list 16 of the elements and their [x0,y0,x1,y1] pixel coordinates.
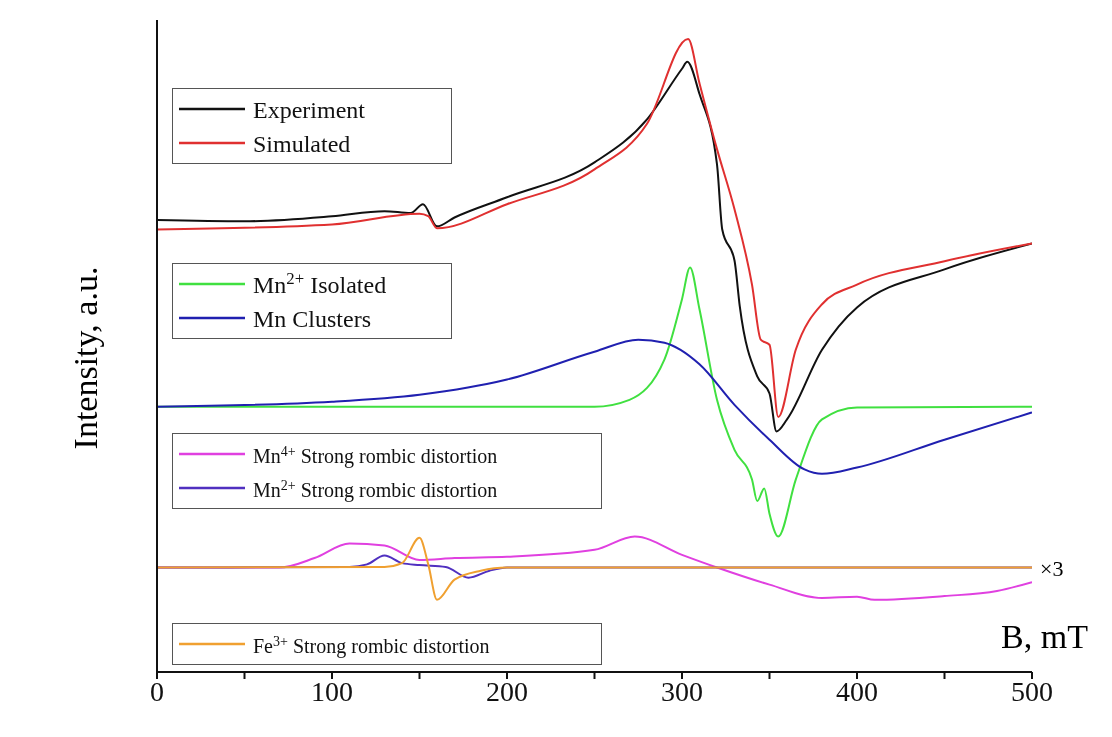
y-axis-title: Intensity, a.u. [67,266,105,450]
x-tick-label: 500 [1011,675,1053,707]
x-tick-label: 300 [661,675,703,707]
legend-label: Fe$^{3+}$ Strong rombic distortion [253,633,490,658]
legend-label: Mn$^{4+}$ Strong rombic distortion [253,443,498,468]
x-axis-title: B, mT [1001,618,1088,656]
x-tick-label: 200 [486,675,528,707]
legend-label: Mn$^{2+}$ Isolated [253,268,387,298]
text: ×3 [1040,556,1064,582]
x-tick-label: 0 [150,675,164,707]
legend-label: Mn Clusters [253,306,372,332]
x-tick-label: 100 [311,675,353,707]
x-tick-label: 400 [836,675,878,707]
legend-label: Mn$^{2+}$ Strong rombic distortion [253,477,498,502]
legend-label: Experiment [253,97,366,123]
legend-label: Simulated [253,131,351,157]
